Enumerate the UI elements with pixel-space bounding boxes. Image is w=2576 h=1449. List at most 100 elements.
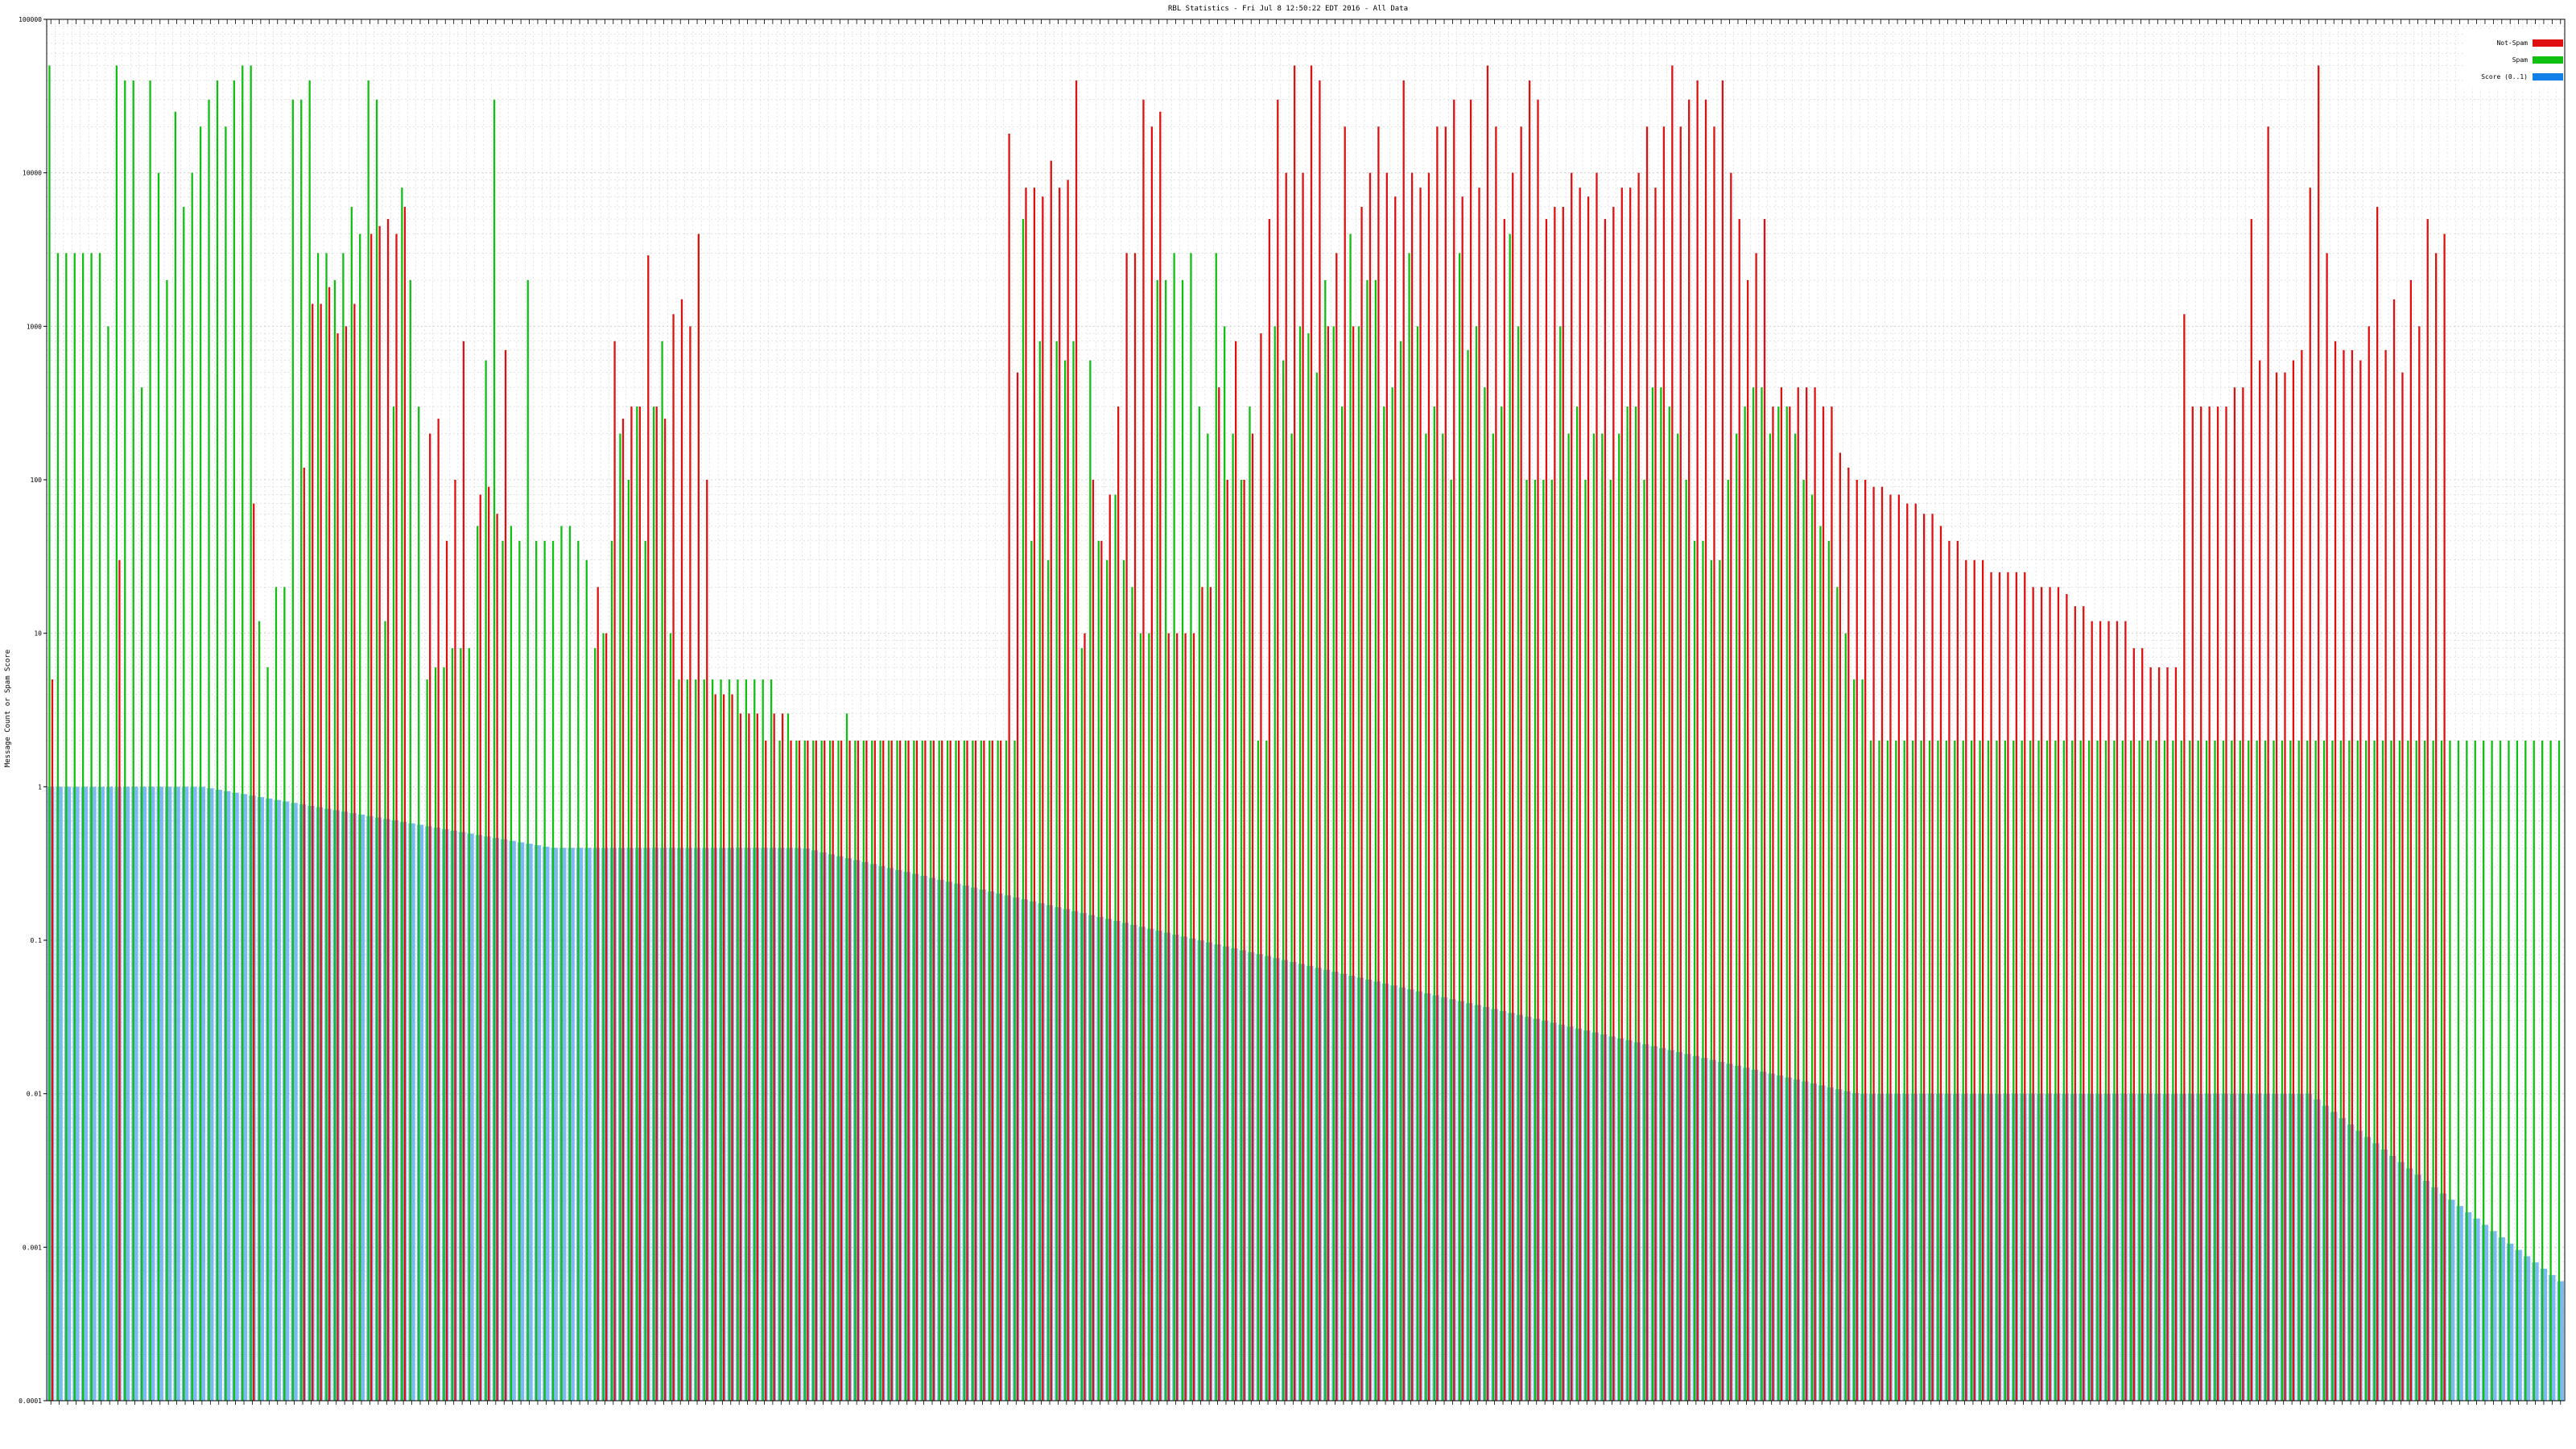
score-bar	[501, 839, 508, 1401]
score-bar	[1944, 1093, 1951, 1401]
score-bar	[2431, 1187, 2438, 1401]
spam-bar	[2499, 740, 2502, 1401]
score-bar	[1575, 1028, 1583, 1401]
score-bar	[2363, 1137, 2372, 1401]
not-spam-bar	[1335, 253, 1338, 1402]
spam-bar	[149, 80, 151, 1401]
spam-bar	[2457, 740, 2460, 1401]
score-bar	[492, 837, 499, 1401]
score-bar	[2003, 1093, 2010, 1401]
not-spam-bar	[1302, 172, 1304, 1402]
score-bar	[1088, 914, 1096, 1401]
not-spam-bar	[1579, 188, 1581, 1402]
spam-bar	[1249, 407, 1251, 1402]
not-spam-bar	[1377, 126, 1380, 1402]
spam-bar	[1332, 326, 1335, 1401]
score-bar	[643, 848, 650, 1401]
spam-bar	[367, 80, 369, 1401]
spam-bar	[233, 80, 235, 1401]
legend-label-score: Score (0..1)	[2481, 73, 2528, 80]
spam-bar	[1912, 740, 1914, 1401]
spam-bar	[300, 99, 303, 1401]
spam-bar	[543, 540, 546, 1401]
not-spam-bar	[1125, 253, 1128, 1402]
not-spam-bar	[1117, 407, 1120, 1402]
spam-bar	[1886, 740, 1889, 1401]
spam-bar	[1038, 341, 1041, 1402]
not-spam-bar	[1914, 503, 1917, 1401]
score-bar	[1608, 1036, 1616, 1401]
not-spam-bar	[1050, 160, 1052, 1401]
spam-bar	[980, 740, 982, 1401]
score-bar	[1802, 1081, 1809, 1401]
spam-bar	[1677, 433, 1679, 1401]
spam-bar	[1475, 326, 1478, 1401]
spam-bar	[1349, 233, 1352, 1402]
not-spam-bar	[1352, 326, 1355, 1401]
score-bar	[1290, 962, 1297, 1401]
score-bar	[291, 803, 298, 1401]
not-spam-bar	[824, 740, 826, 1401]
spam-bar	[1643, 480, 1645, 1401]
not-spam-bar	[1167, 633, 1170, 1401]
score-bar	[425, 826, 432, 1401]
score-bar	[1340, 973, 1348, 1401]
spam-bar	[1030, 540, 1033, 1401]
score-bar	[786, 848, 793, 1401]
not-spam-bar	[1571, 172, 1573, 1402]
score-bar	[1684, 1054, 1691, 1401]
score-bar	[1541, 1020, 1549, 1401]
spam-bar	[1089, 360, 1092, 1401]
score-bar	[526, 844, 533, 1401]
not-spam-bar	[1562, 206, 1564, 1401]
not-spam-bar	[51, 679, 54, 1401]
spam-bar	[1836, 587, 1839, 1401]
score-bar	[2154, 1093, 2161, 1401]
y-tick-label: 10	[34, 630, 42, 638]
not-spam-bar	[312, 303, 314, 1402]
score-bar	[2297, 1093, 2304, 1401]
not-spam-bar	[621, 419, 625, 1401]
spam-bar	[216, 80, 219, 1401]
score-bar	[1013, 897, 1020, 1401]
score-bar	[1743, 1067, 1750, 1401]
score-bar	[2280, 1093, 2287, 1401]
spam-bar	[48, 65, 51, 1402]
spam-bar	[1550, 480, 1553, 1401]
score-bar	[1381, 983, 1389, 1401]
not-spam-bar	[2401, 372, 2404, 1401]
not-spam-bar	[2443, 233, 2446, 1402]
score-bar	[1516, 1014, 1524, 1401]
score-bar	[2288, 1093, 2296, 1401]
spam-bar	[2306, 740, 2309, 1401]
spam-bar	[1651, 387, 1654, 1401]
score-bar	[1768, 1073, 1775, 1401]
spam-bar	[2264, 740, 2267, 1401]
spam-bar	[2096, 740, 2099, 1401]
spam-bar	[904, 740, 907, 1401]
score-bar	[1432, 995, 1439, 1401]
score-bar	[374, 817, 382, 1401]
spam-bar	[2172, 740, 2174, 1401]
spam-bar	[854, 740, 857, 1401]
not-spam-bar	[2242, 387, 2244, 1401]
spam-bar	[686, 679, 689, 1401]
not-spam-bar	[663, 419, 667, 1401]
spam-bar	[1517, 326, 1520, 1401]
not-spam-bar	[1688, 99, 1690, 1401]
not-spam-bar	[118, 559, 121, 1401]
score-bar	[2204, 1093, 2212, 1401]
not-spam-bar	[1730, 172, 1732, 1402]
not-spam-bar	[1822, 407, 1825, 1402]
score-bar	[752, 848, 760, 1401]
not-spam-bar	[1897, 494, 1900, 1401]
spam-bar	[2037, 740, 2040, 1401]
spam-bar	[2407, 740, 2409, 1401]
spam-bar	[283, 587, 286, 1401]
score-bar	[484, 836, 491, 1401]
not-spam-bar	[1789, 407, 1791, 1402]
score-bar	[609, 848, 617, 1401]
score-bar	[1029, 901, 1037, 1401]
score-bar	[1138, 927, 1146, 1401]
not-spam-bar	[773, 713, 775, 1401]
